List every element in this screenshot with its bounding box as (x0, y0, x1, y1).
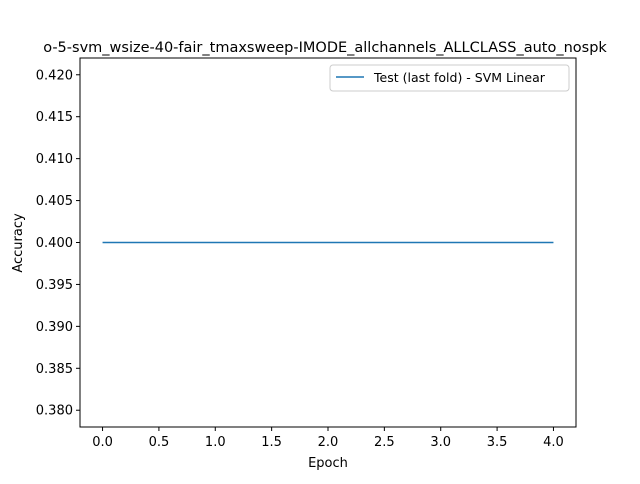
x-tick-label: 3.5 (487, 435, 508, 450)
x-tick-label: 1.0 (205, 435, 226, 450)
x-axis-ticks: 0.0 0.5 1.0 1.5 2.0 2.5 3.0 3.5 4.0 (92, 427, 564, 450)
x-tick-label: 2.5 (374, 435, 395, 450)
legend-box (329, 64, 570, 92)
x-tick-label: 2.0 (318, 435, 339, 450)
y-tick-label: 0.410 (36, 152, 73, 167)
x-tick-label: 0.0 (92, 435, 113, 450)
legend-entry-label: Test (last fold) - SVM Linear (373, 70, 546, 85)
y-tick-label: 0.415 (36, 110, 73, 125)
y-tick-label: 0.400 (36, 236, 73, 251)
x-tick-label: 3.0 (430, 435, 451, 450)
chart-title: o-5-svm_wsize-40-fair_tmaxsweep-IMODE_al… (43, 40, 607, 56)
y-axis-ticks: 0.380 0.385 0.390 0.395 0.400 0.405 0.410 0.415… (36, 68, 80, 419)
y-tick-label: 0.395 (36, 278, 73, 293)
legend: Test (last fold) - SVM Linear (329, 64, 570, 92)
y-tick-label: 0.420 (36, 68, 73, 83)
y-tick-label: 0.405 (36, 194, 73, 209)
y-tick-label: 0.380 (36, 404, 73, 419)
x-tick-label: 0.5 (149, 435, 170, 450)
x-tick-label: 4.0 (543, 435, 564, 450)
y-tick-label: 0.390 (36, 320, 73, 335)
x-axis-label: Epoch (308, 456, 348, 471)
y-tick-label: 0.385 (36, 362, 73, 377)
y-axis-label: Accuracy (11, 213, 26, 273)
x-tick-label: 1.5 (261, 435, 282, 450)
